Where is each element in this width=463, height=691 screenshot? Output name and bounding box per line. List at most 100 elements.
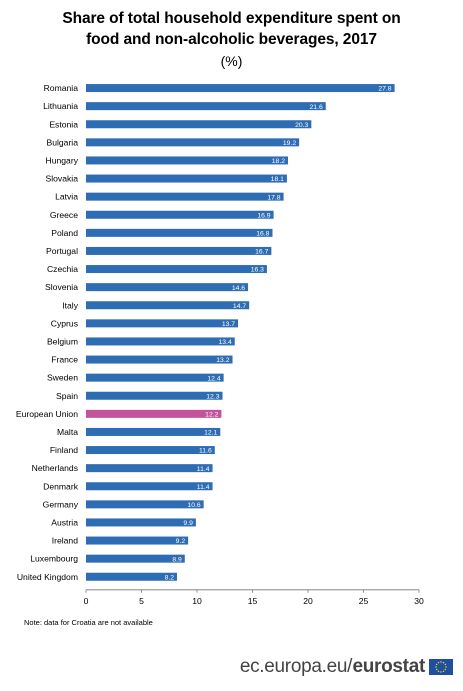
- data-label: 19.2: [283, 140, 296, 147]
- data-label: 11.4: [197, 484, 210, 491]
- data-label: 14.7: [233, 303, 246, 310]
- bar: [86, 446, 215, 455]
- data-label: 12.1: [204, 430, 217, 437]
- data-label: 16.8: [256, 230, 269, 237]
- chart-title-line-2: food and non-alcoholic beverages, 2017: [86, 31, 377, 48]
- bar: [86, 337, 235, 346]
- category-label: Malta: [57, 427, 78, 437]
- category-label: Denmark: [43, 481, 79, 491]
- x-tick-label: 15: [248, 596, 258, 606]
- category-label: Greece: [50, 210, 78, 220]
- bar: [86, 427, 221, 436]
- data-label: 11.6: [199, 448, 212, 455]
- category-label: Sweden: [47, 373, 78, 383]
- category-label: Hungary: [46, 155, 79, 165]
- footnote: Note: data for Croatia are not available: [24, 618, 153, 627]
- category-label: Ireland: [52, 536, 78, 546]
- bar: [86, 138, 300, 147]
- bar: [86, 319, 239, 328]
- bar: [86, 373, 224, 382]
- bar-chart: Romania 27.8 Lithuania 21.6 Estonia 20.3 Bulga…: [16, 83, 424, 606]
- bar: [86, 554, 185, 563]
- x-tick-label: 0: [84, 596, 89, 606]
- bar: [86, 355, 233, 364]
- footer-brand: eurostat: [352, 656, 425, 677]
- chart-title-block: Share of total household expenditure spe…: [0, 8, 463, 71]
- category-label: Poland: [51, 228, 78, 238]
- bar: [86, 84, 395, 93]
- data-label: 13.4: [219, 339, 232, 346]
- bar: [86, 283, 249, 292]
- category-label: Estonia: [49, 119, 78, 129]
- category-label: France: [51, 355, 78, 365]
- data-label: 12.4: [207, 375, 220, 382]
- category-label: Italy: [62, 300, 78, 310]
- data-label: 13.2: [216, 357, 229, 364]
- footer-domain: ec.europa.eu: [239, 656, 348, 677]
- category-label: United Kingdom: [17, 572, 78, 582]
- category-label: Belgium: [47, 336, 78, 346]
- data-label: 27.8: [378, 86, 391, 93]
- bar: [86, 482, 213, 491]
- bar: [86, 391, 223, 400]
- data-label: 13.7: [222, 321, 235, 328]
- bar: [86, 246, 272, 255]
- chart-subtitle: (%): [220, 53, 243, 69]
- x-tick-label: 5: [139, 596, 144, 606]
- data-label: 8.2: [165, 574, 175, 581]
- category-label: Latvia: [55, 192, 78, 202]
- category-label: Slovakia: [46, 174, 79, 184]
- data-label: 9.2: [176, 538, 186, 545]
- data-label: 12.2: [205, 411, 218, 418]
- bar: [86, 174, 287, 183]
- category-label: Bulgaria: [46, 137, 78, 147]
- eurostat-footer: ec.europa.eu / eurostat: [240, 656, 453, 678]
- x-tick-label: 20: [303, 596, 313, 606]
- category-label: Slovenia: [45, 282, 78, 292]
- data-label: 20.3: [295, 122, 308, 129]
- category-label: Netherlands: [32, 463, 78, 473]
- data-label: 8.9: [172, 556, 182, 563]
- bar-european-union: [86, 409, 222, 418]
- x-tick-label: 30: [414, 596, 424, 606]
- data-label: 11.4: [197, 466, 210, 473]
- category-label: Czechia: [47, 264, 78, 274]
- bar: [86, 120, 312, 129]
- category-label: Cyprus: [51, 318, 78, 328]
- category-label: European Union: [16, 409, 78, 419]
- data-label: 18.2: [272, 158, 285, 165]
- category-label: Austria: [51, 517, 78, 527]
- bar: [86, 572, 178, 581]
- bar: [86, 518, 196, 527]
- bar: [86, 265, 267, 274]
- bar: [86, 228, 273, 237]
- x-tick-label: 10: [192, 596, 202, 606]
- bar: [86, 210, 274, 219]
- data-label: 21.6: [310, 104, 323, 111]
- category-label: Spain: [56, 391, 78, 401]
- data-label: 16.9: [257, 212, 270, 219]
- data-label: 14.6: [232, 285, 245, 292]
- eu-flag-icon: [429, 659, 453, 675]
- bar: [86, 464, 213, 473]
- data-label: 10.6: [187, 502, 200, 509]
- category-label: Luxembourg: [30, 554, 78, 564]
- data-label: 17.8: [267, 194, 280, 201]
- bar: [86, 500, 204, 509]
- chart-title-line-1: Share of total household expenditure spe…: [62, 10, 401, 27]
- bar: [86, 192, 284, 201]
- data-label: 18.1: [271, 176, 284, 183]
- category-label: Lithuania: [43, 101, 78, 111]
- bar: [86, 301, 250, 310]
- data-label: 16.7: [255, 249, 268, 256]
- footer-slash: /: [347, 656, 353, 677]
- category-label: Germany: [43, 499, 79, 509]
- bar: [86, 156, 289, 165]
- bar: [86, 102, 326, 111]
- category-label: Portugal: [46, 246, 78, 256]
- data-label: 12.3: [206, 393, 219, 400]
- x-tick-label: 25: [359, 596, 369, 606]
- category-label: Romania: [44, 83, 79, 93]
- data-label: 16.3: [251, 267, 264, 274]
- data-label: 9.9: [183, 520, 193, 527]
